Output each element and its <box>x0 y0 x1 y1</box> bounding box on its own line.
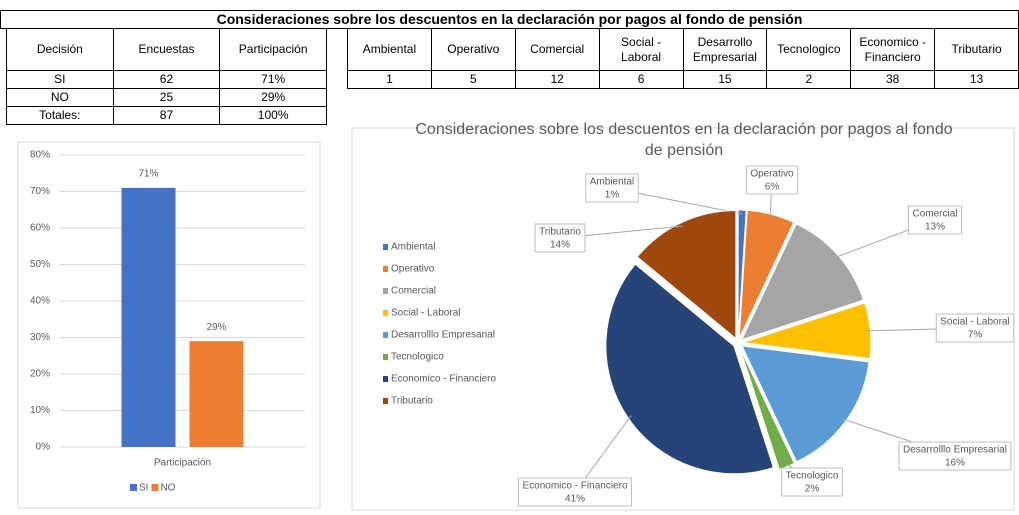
cell: 15 <box>682 70 768 89</box>
y-tick-label: 70% <box>30 186 50 197</box>
pie-label-value: 1% <box>605 190 620 201</box>
legend-swatch <box>383 332 388 338</box>
label-box <box>745 165 799 195</box>
legend-label: Comercial <box>391 286 436 297</box>
cell: 87 <box>112 106 221 125</box>
legend-swatch <box>383 244 388 250</box>
y-tick-label: 10% <box>30 405 50 416</box>
pie-label-value: 16% <box>945 458 965 469</box>
row: NO 25 29% <box>6 88 327 107</box>
label-box <box>517 477 633 507</box>
label-box <box>534 223 586 253</box>
pie-label-value: 7% <box>968 330 983 341</box>
header-cell: Decisión <box>6 28 114 71</box>
x-tick-label: Participación <box>154 458 211 469</box>
pie-slice <box>605 263 775 475</box>
label-box <box>781 467 843 497</box>
row: 1 5 12 6 15 2 38 13 <box>347 70 1019 89</box>
pie-label-name: Economico - Financiero <box>522 481 627 492</box>
label-box <box>585 173 639 203</box>
row: Totales: 87 100% <box>6 106 327 125</box>
y-tick-label: 40% <box>30 296 50 307</box>
legend-swatch <box>130 484 137 491</box>
legend-label: Social - Laboral <box>391 308 460 319</box>
data-label: 29% <box>206 322 226 333</box>
decision-table: Decisión Encuestas Participación SI 62 71% NO 2… <box>6 28 327 125</box>
cell: 5 <box>430 70 516 89</box>
pie-label-value: 6% <box>765 182 780 193</box>
legend-label: Desarrolllo Empresarial <box>391 330 495 341</box>
header-cell: Participación <box>219 28 327 71</box>
pie-title: Consideraciones sobre los descuentos en … <box>415 121 953 159</box>
pie-label-name: Operativo <box>750 169 794 180</box>
cell: Totales: <box>6 106 114 125</box>
label-box <box>935 313 1015 343</box>
y-tick-label: 20% <box>30 369 50 380</box>
y-tick-label: 50% <box>30 259 50 270</box>
legend-swatch <box>383 266 388 272</box>
header-cell: Encuestas <box>112 28 221 71</box>
considerations-table: Ambiental Operativo Comercial Social - Labo… <box>347 28 1019 89</box>
legend-label: SI <box>139 483 148 494</box>
legend-label: NO <box>160 483 175 494</box>
pie-label-name: Tecnologico <box>786 471 839 482</box>
legend-swatch <box>383 310 388 316</box>
legend-swatch <box>383 398 388 404</box>
pie-label-name: Social - Laboral <box>940 317 1009 328</box>
label-box <box>898 441 1012 471</box>
header-cell: Tecnologico <box>766 28 852 71</box>
legend-label: Tributario <box>391 396 433 407</box>
pie-label-name: Comercial <box>912 209 957 220</box>
cell: 13 <box>934 70 1019 89</box>
pie-slice <box>741 345 870 463</box>
y-tick-label: 0% <box>36 442 51 453</box>
legend-label: Operativo <box>391 264 435 275</box>
pie-label-name: Tributario <box>539 227 581 238</box>
bar <box>189 341 244 447</box>
legend-label: Tecnologico <box>391 352 444 363</box>
header-cell: Desarrollo Empresarial <box>682 28 768 71</box>
cell: 100% <box>219 106 327 125</box>
legend-swatch <box>383 288 388 294</box>
legend-swatch <box>383 376 388 382</box>
pie-slice <box>739 347 796 471</box>
pie-label-name: Ambiental <box>590 177 634 188</box>
pie-slice <box>636 209 737 340</box>
legend-label: Economico - Financiero <box>391 374 496 385</box>
pie-label-value: 2% <box>805 484 820 495</box>
header-cell: Social - Laboral <box>598 28 684 71</box>
data-label: 71% <box>138 168 158 179</box>
label-box <box>907 205 963 235</box>
header-cell: Economico - Financiero <box>850 28 936 71</box>
pie-label-value: 41% <box>565 494 585 505</box>
bar <box>121 187 176 447</box>
cell: 12 <box>514 70 600 89</box>
y-tick-label: 60% <box>30 223 50 234</box>
pie-label-value: 13% <box>925 222 945 233</box>
cell: 71% <box>219 70 327 89</box>
legend-swatch <box>151 484 159 491</box>
cell: 29% <box>219 88 327 107</box>
legend-label: Ambiental <box>391 242 435 253</box>
header-row: Decisión Encuestas Participación <box>6 28 327 71</box>
pie-slice <box>740 223 865 341</box>
pie-label-value: 14% <box>550 240 570 251</box>
pie-label-name: Desarrolllo Empresarial <box>903 445 1007 456</box>
y-tick-label: 80% <box>30 150 50 161</box>
legend-swatch <box>383 354 388 360</box>
pie-slice <box>738 209 795 339</box>
header-cell: Ambiental <box>347 28 432 71</box>
y-tick-label: 30% <box>30 332 50 343</box>
pie-slice <box>737 209 747 339</box>
